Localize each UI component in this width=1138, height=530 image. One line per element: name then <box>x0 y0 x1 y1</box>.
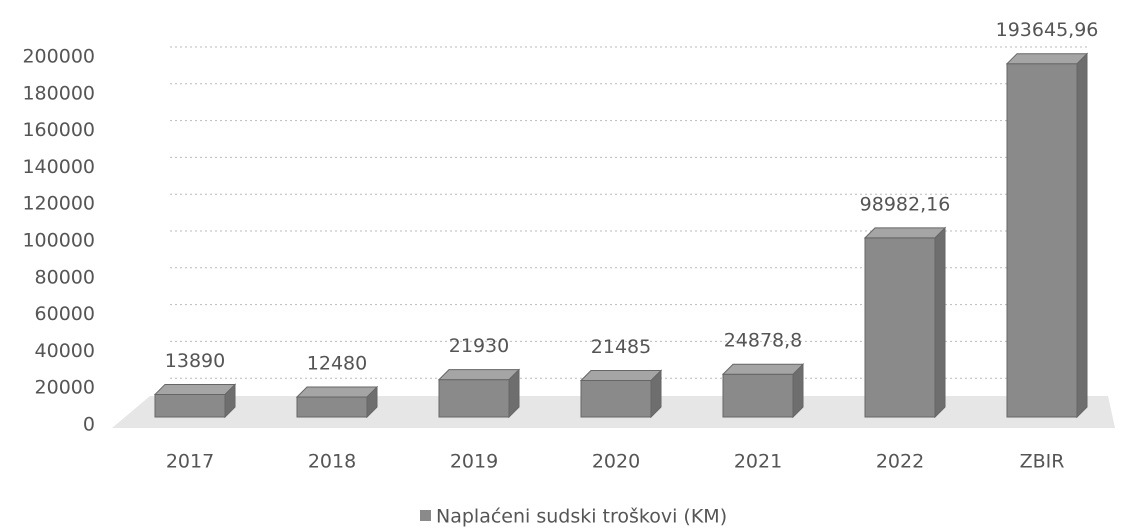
x-tick-label: 2021 <box>734 451 782 473</box>
y-tick-label: 200000 <box>22 46 95 68</box>
bar <box>863 226 947 419</box>
bar-front <box>296 396 368 418</box>
legend-label: Naplaćeni sudski troškovi (KM) <box>436 506 727 528</box>
y-tick-label: 140000 <box>22 156 95 178</box>
x-tick-label: 2020 <box>592 451 640 473</box>
x-tick-label: 2022 <box>876 451 924 473</box>
data-label: 21485 <box>591 336 651 358</box>
bar-top <box>721 363 805 375</box>
bar-front <box>1006 63 1078 418</box>
bar-front <box>154 393 226 418</box>
x-tick-label: 2017 <box>166 451 214 473</box>
y-tick-label: 0 <box>83 414 95 436</box>
bar <box>1005 52 1089 419</box>
bar <box>721 363 805 419</box>
bar-top <box>863 227 947 239</box>
data-label: 13890 <box>165 350 225 372</box>
data-label: 21930 <box>449 335 509 357</box>
x-tick-label: 2019 <box>450 451 498 473</box>
bar-front <box>580 379 652 418</box>
y-tick-label: 60000 <box>35 303 95 325</box>
bar-side <box>934 226 946 419</box>
bar <box>437 368 521 419</box>
bar-top <box>153 383 237 395</box>
bar-front <box>722 373 794 418</box>
bar-top <box>1005 53 1089 65</box>
bar-side <box>1076 52 1088 419</box>
x-tick-label: ZBIR <box>1020 451 1065 473</box>
x-tick-label: 2018 <box>308 451 356 473</box>
bar <box>295 385 379 419</box>
bar-top <box>295 386 379 398</box>
bar-front <box>864 237 936 418</box>
y-tick-label: 40000 <box>35 340 95 362</box>
bar <box>153 383 237 419</box>
y-tick-label: 100000 <box>22 230 95 252</box>
data-label: 193645,96 <box>996 19 1099 41</box>
y-tick-label: 120000 <box>22 193 95 215</box>
bar-front <box>438 379 510 418</box>
data-label: 12480 <box>307 353 367 375</box>
y-tick-label: 160000 <box>22 119 95 141</box>
data-label: 24878,8 <box>724 330 803 352</box>
legend-swatch <box>420 510 431 521</box>
data-label: 98982,16 <box>860 193 951 215</box>
y-tick-label: 20000 <box>35 377 95 399</box>
y-tick-label: 80000 <box>35 266 95 288</box>
bar-top <box>437 369 521 381</box>
y-tick-label: 180000 <box>22 82 95 104</box>
bar-top <box>579 369 663 381</box>
bar <box>579 369 663 419</box>
